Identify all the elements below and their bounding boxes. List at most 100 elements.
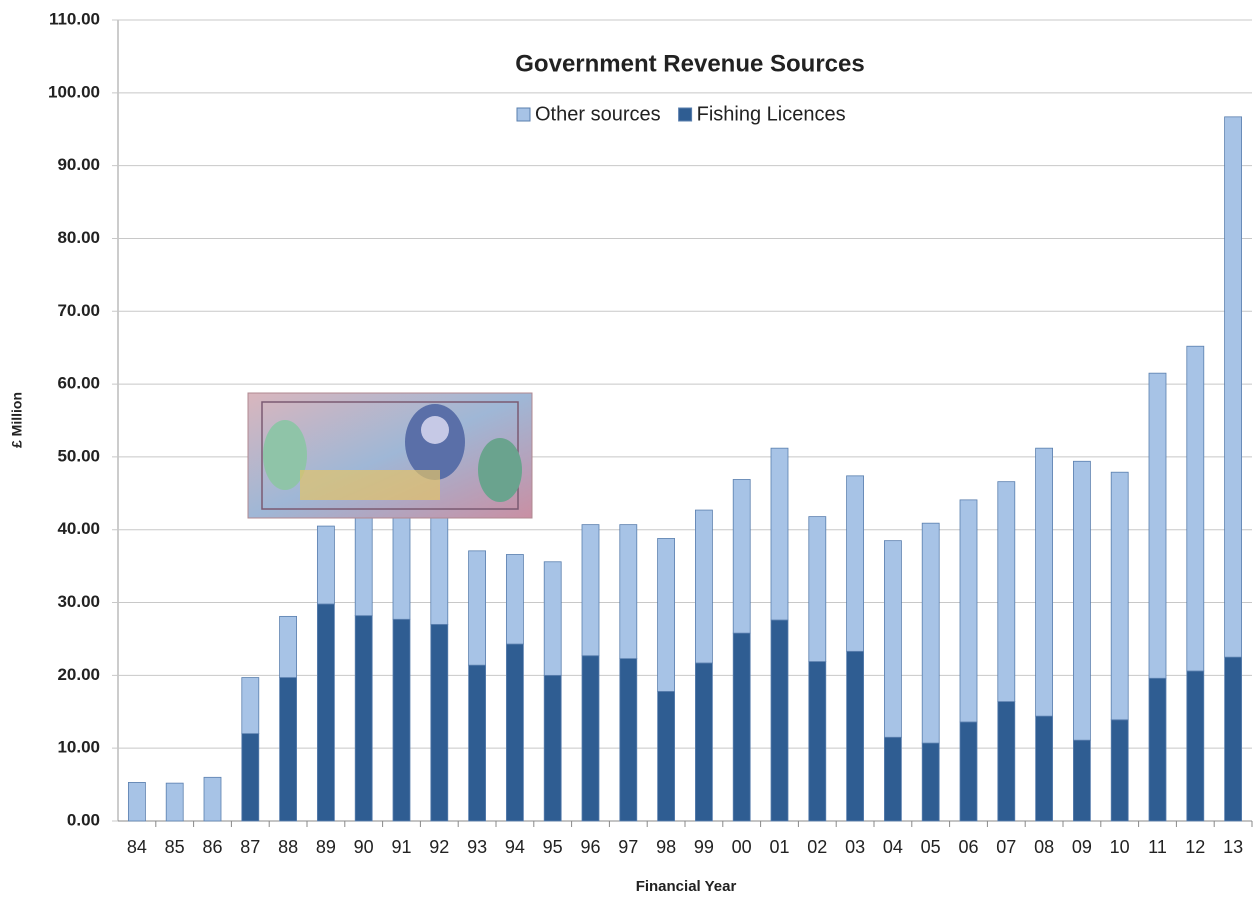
bar-segment <box>619 658 638 822</box>
x-tick-label: 94 <box>505 837 525 857</box>
y-tick-label: 0.00 <box>67 810 100 829</box>
bar-segment <box>430 623 449 822</box>
bar-segment <box>732 632 751 822</box>
y-tick-label: 80.00 <box>57 228 100 247</box>
bar-segment <box>619 524 638 660</box>
bar-segment <box>657 690 675 822</box>
bar-segment <box>543 561 562 676</box>
y-tick-label: 110.00 <box>49 9 100 28</box>
banknote-image <box>247 392 533 519</box>
bar-segment <box>808 661 827 822</box>
bar-segment <box>279 615 298 678</box>
bar-segment <box>241 677 260 735</box>
bar-segment <box>581 655 600 822</box>
bar-segment <box>1110 719 1129 822</box>
bar-segment <box>770 447 789 621</box>
x-tick-label: 12 <box>1185 837 1205 857</box>
y-axis-label: £ Million <box>9 392 25 448</box>
bar-segment <box>165 782 184 822</box>
bar-segment <box>316 525 335 605</box>
y-tick-label: 20.00 <box>57 665 100 684</box>
x-tick-label: 11 <box>1148 837 1167 857</box>
bar-segment <box>808 516 827 662</box>
bar-segment <box>505 643 524 822</box>
x-tick-label: 90 <box>354 837 374 857</box>
y-tick-label: 50.00 <box>57 446 100 465</box>
x-axis-label: Financial Year <box>636 878 737 895</box>
bar-segment <box>1224 656 1242 822</box>
x-tick-label: 96 <box>580 837 600 857</box>
bar-segment <box>921 742 940 822</box>
bar-segment <box>695 509 713 664</box>
y-tick-label: 60.00 <box>57 374 100 393</box>
bar-segment <box>279 677 298 822</box>
x-tick-label: 97 <box>618 837 638 857</box>
y-tick-label: 10.00 <box>57 738 100 757</box>
x-tick-label: 00 <box>732 837 752 857</box>
bar-segment <box>468 550 487 666</box>
x-tick-label: 01 <box>769 837 789 857</box>
x-tick-label: 89 <box>316 837 336 857</box>
bar-segment <box>1148 372 1167 679</box>
x-tick-label: 05 <box>921 837 941 857</box>
bar-segment <box>203 776 222 822</box>
x-tick-label: 85 <box>165 837 185 857</box>
x-tick-label: 07 <box>996 837 1016 857</box>
y-tick-label: 30.00 <box>57 592 100 611</box>
bar-segment <box>1224 116 1242 658</box>
bar-segment <box>1035 715 1053 822</box>
legend-swatch <box>516 107 531 122</box>
bar-segment <box>1110 471 1129 721</box>
legend-label: Fishing Licences <box>697 103 846 125</box>
bar-segment <box>1035 447 1053 717</box>
x-tick-label: 98 <box>656 837 676 857</box>
bar-segment <box>1073 460 1091 741</box>
bar-segment <box>316 603 335 822</box>
x-tick-label: 92 <box>429 837 449 857</box>
x-tick-label: 13 <box>1223 837 1243 857</box>
bar-segment <box>997 701 1016 822</box>
bar-segment <box>846 475 864 652</box>
bar-segment <box>846 650 864 822</box>
bar-segment <box>543 674 562 822</box>
bar-segment <box>657 538 675 692</box>
bar-segment <box>430 500 449 625</box>
x-tick-label: 03 <box>845 837 865 857</box>
x-tick-label: 08 <box>1034 837 1054 857</box>
x-tick-label: 95 <box>543 837 563 857</box>
chart-title: Government Revenue Sources <box>515 50 864 77</box>
bar-segment <box>884 540 902 738</box>
legend-swatch <box>678 107 693 122</box>
bar-segment <box>695 662 713 822</box>
x-tick-label: 04 <box>883 837 903 857</box>
bar-segment <box>770 619 789 822</box>
x-tick-label: 88 <box>278 837 298 857</box>
y-tick-label: 100.00 <box>48 82 100 101</box>
bar-segment <box>127 782 146 822</box>
legend-label: Other sources <box>535 103 661 125</box>
bar-segment <box>732 479 751 634</box>
bar-segment <box>505 554 524 645</box>
x-tick-label: 87 <box>240 837 260 857</box>
bar-segment <box>354 615 373 822</box>
bar-segment <box>392 618 411 822</box>
bar-segment <box>468 664 487 822</box>
y-tick-label: 90.00 <box>57 155 100 174</box>
bar-segment <box>959 499 978 723</box>
x-tick-label: 10 <box>1110 837 1130 857</box>
x-tick-label: 84 <box>127 837 147 857</box>
bar-segment <box>241 733 260 822</box>
bar-segment <box>581 524 600 657</box>
bar-segment <box>997 481 1016 702</box>
x-tick-label: 91 <box>391 837 411 857</box>
x-tick-label: 09 <box>1072 837 1092 857</box>
x-tick-label: 99 <box>694 837 714 857</box>
bar-segment <box>959 721 978 822</box>
bar-segment <box>1186 670 1205 822</box>
bar-segment <box>921 522 940 744</box>
x-tick-label: 02 <box>807 837 827 857</box>
x-tick-label: 93 <box>467 837 487 857</box>
x-tick-label: 06 <box>958 837 978 857</box>
bar-segment <box>1073 739 1091 822</box>
